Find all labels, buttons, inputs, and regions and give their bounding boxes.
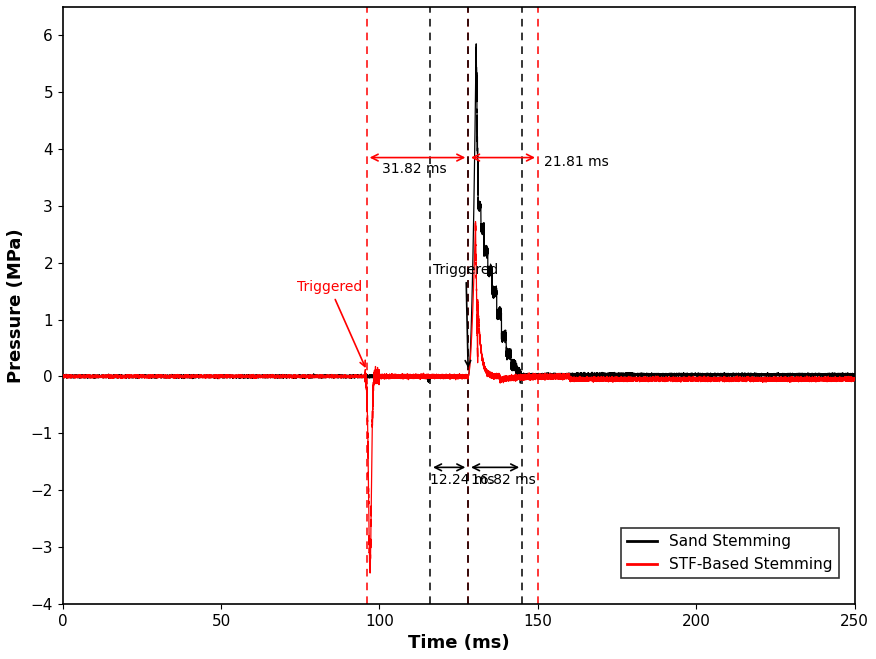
Legend: Sand Stemming, STF-Based Stemming: Sand Stemming, STF-Based Stemming: [620, 529, 839, 578]
Y-axis label: Pressure (MPa): Pressure (MPa): [7, 228, 25, 383]
Text: 21.81 ms: 21.81 ms: [544, 155, 609, 169]
X-axis label: Time (ms): Time (ms): [408, 634, 510, 652]
Text: 16.82 ms: 16.82 ms: [471, 473, 536, 488]
Text: 12.24 ms: 12.24 ms: [430, 473, 495, 488]
Text: Triggered: Triggered: [297, 280, 365, 366]
Text: 31.82 ms: 31.82 ms: [382, 163, 447, 177]
Text: Triggered: Triggered: [434, 263, 498, 366]
